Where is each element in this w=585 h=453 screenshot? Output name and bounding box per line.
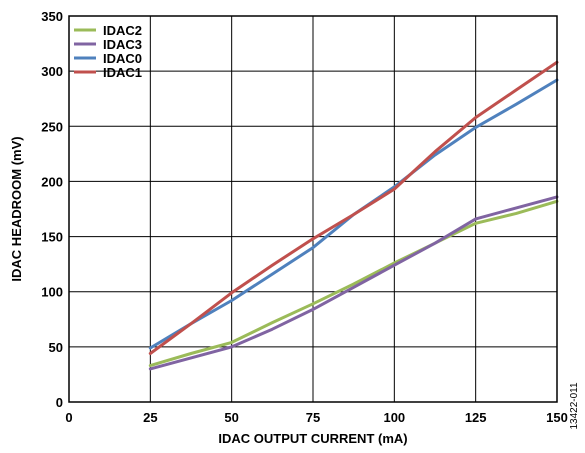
x-axis-title: IDAC OUTPUT CURRENT (mA) [218, 431, 407, 446]
x-tick-label: 150 [546, 410, 568, 425]
legend-label-idac2: IDAC2 [103, 23, 142, 38]
x-tick-label: 100 [383, 410, 405, 425]
y-axis-title: IDAC HEADROOM (mV) [9, 136, 24, 281]
grid-lines [68, 15, 558, 403]
y-tick-label: 250 [41, 119, 63, 134]
legend-label-idac0: IDAC0 [103, 51, 142, 66]
y-tick-label: 150 [41, 230, 63, 245]
y-tick-label: 300 [41, 64, 63, 79]
y-tick-label: 350 [41, 9, 63, 24]
series-line-idac2 [148, 199, 559, 368]
y-tick-label: 0 [56, 395, 63, 410]
x-tick-label: 0 [65, 410, 72, 425]
x-tick-label: 125 [465, 410, 487, 425]
x-tick-label: 75 [306, 410, 320, 425]
series-line-idac3 [148, 195, 559, 371]
series-lines [148, 60, 559, 371]
y-tick-label: 200 [41, 174, 63, 189]
legend-label-idac3: IDAC3 [103, 37, 142, 52]
x-tick-label: 50 [224, 410, 238, 425]
y-tick-labels: 0 50 100 150 200 250 300 350 [41, 9, 63, 410]
x-tick-label: 25 [143, 410, 157, 425]
plot-frame [68, 15, 558, 403]
y-tick-label: 50 [49, 340, 63, 355]
series-line-idac1 [148, 60, 559, 355]
figure-id: 13422-011 [569, 382, 580, 430]
x-tick-labels: 0 25 50 75 100 125 150 [65, 410, 567, 425]
legend-label-idac1: IDAC1 [103, 65, 142, 80]
y-tick-label: 100 [41, 285, 63, 300]
